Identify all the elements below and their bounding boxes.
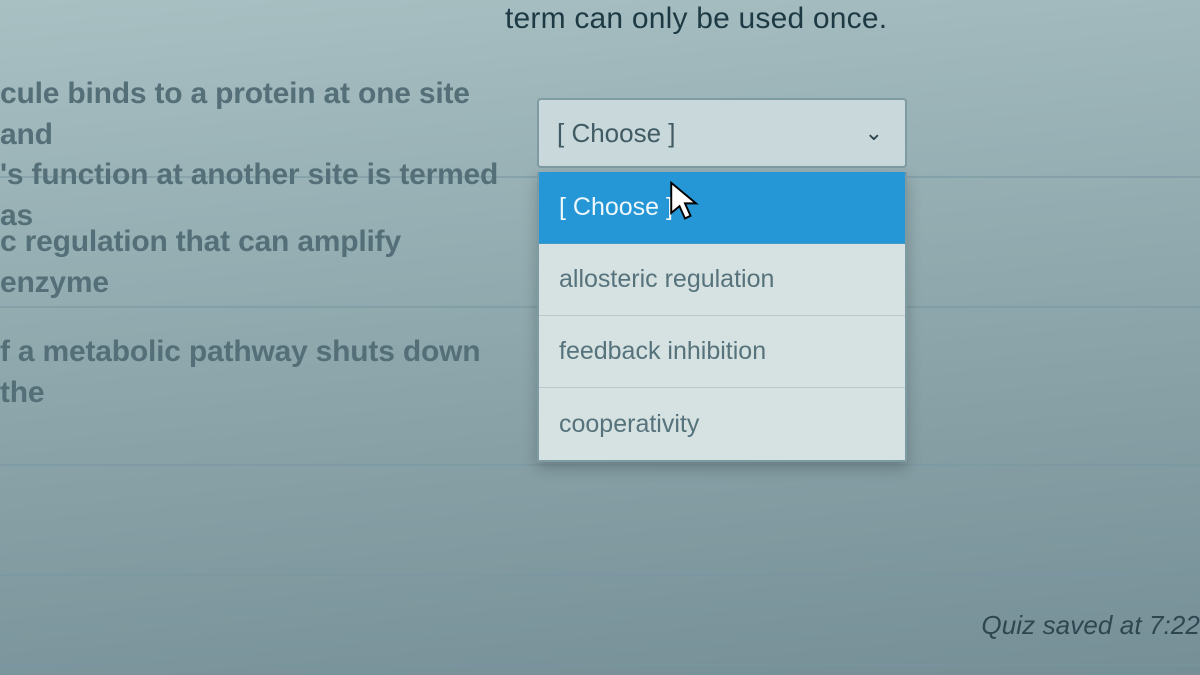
question-2-prompt: c regulation that can amplify enzyme <box>0 222 500 303</box>
answer-select[interactable]: [ Choose ] ⌄ <box>537 98 907 168</box>
question-1-line1: cule binds to a protein at one site and <box>0 77 470 151</box>
chevron-down-icon: ⌄ <box>865 120 883 146</box>
select-placeholder: [ Choose ] <box>557 118 676 149</box>
spacer-row <box>0 466 1200 576</box>
dropdown-option-feedback[interactable]: feedback inhibition <box>539 316 905 388</box>
question-1-line2: 's function at another site is termed as <box>0 158 498 232</box>
answer-dropdown: [ Choose ] allosteric regulation feedbac… <box>537 172 907 462</box>
question-1-prompt: cule binds to a protein at one site and … <box>0 74 500 236</box>
dropdown-option-allosteric[interactable]: allosteric regulation <box>539 244 905 316</box>
quiz-saved-status: Quiz saved at 7:22 <box>981 610 1200 641</box>
dropdown-option-placeholder[interactable]: [ Choose ] <box>539 172 905 244</box>
dropdown-option-cooperativity[interactable]: cooperativity <box>539 388 905 460</box>
question-3-prompt: f a metabolic pathway shuts down the <box>0 332 500 413</box>
instruction-text: term can only be used once. <box>505 2 887 36</box>
